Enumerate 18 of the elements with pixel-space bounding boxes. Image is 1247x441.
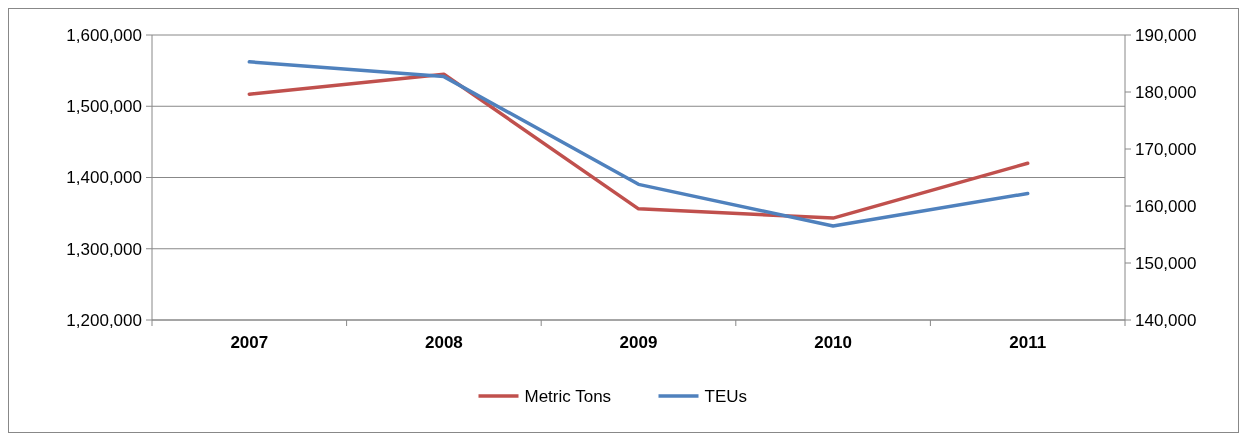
legend-label: Metric Tons	[524, 386, 612, 406]
y-tick-label: 1,200,000	[66, 310, 142, 330]
y2-tick-label: 140,000	[1135, 310, 1197, 330]
y2-tick-label: 180,000	[1135, 82, 1197, 102]
y-tick-label: 1,500,000	[66, 97, 142, 117]
x-tick-label: 2007	[230, 333, 269, 352]
y-tick-label: 1,600,000	[66, 25, 142, 45]
y2-tick-label: 150,000	[1135, 253, 1197, 273]
y-tick-label: 1,300,000	[66, 239, 142, 259]
y2-tick-label: 160,000	[1135, 196, 1197, 216]
x-tick-label: 2008	[424, 333, 463, 352]
x-tick-label: 2009	[619, 333, 658, 352]
legend-label: TEUs	[704, 386, 747, 406]
x-tick-label: 2010	[814, 333, 853, 352]
y-tick-label: 1,400,000	[66, 168, 142, 188]
x-tick-label: 2011	[1009, 333, 1047, 352]
y2-tick-label: 190,000	[1135, 25, 1197, 45]
y2-tick-label: 170,000	[1135, 139, 1197, 159]
